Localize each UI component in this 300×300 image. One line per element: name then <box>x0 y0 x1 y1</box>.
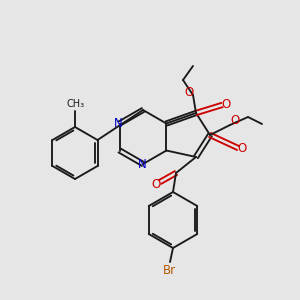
Text: O: O <box>221 98 231 112</box>
Text: CH₃: CH₃ <box>67 99 85 109</box>
Text: O: O <box>230 115 240 128</box>
Text: O: O <box>237 142 247 154</box>
Text: N: N <box>114 117 123 130</box>
Text: O: O <box>184 86 194 100</box>
Text: Br: Br <box>162 263 176 277</box>
Text: N: N <box>138 158 146 170</box>
Text: O: O <box>152 178 160 191</box>
